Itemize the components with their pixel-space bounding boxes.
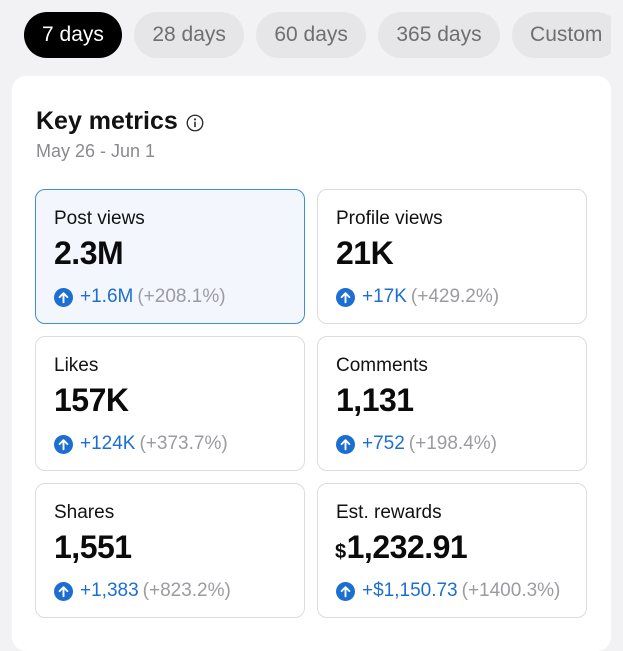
arrow-up-circle-icon	[336, 434, 355, 454]
metric-change: +$1,150.73 (+1400.3%)	[336, 580, 560, 602]
metric-delta: +$1,150.73	[362, 580, 458, 601]
currency-symbol: $	[335, 541, 346, 563]
arrow-up-circle-icon	[54, 287, 73, 307]
metric-delta: +1,383	[80, 580, 139, 601]
metric-change: +752 (+198.4%)	[336, 433, 497, 455]
metric-tile-est-rewards[interactable]: Est. rewards $1,232.91 +$1,150.73 (+1400…	[317, 483, 587, 618]
metric-percent: (+1400.3%)	[461, 580, 561, 601]
metric-value: $1,232.91	[335, 529, 468, 566]
key-metrics-header: Key metrics	[36, 107, 204, 136]
metric-value-number: 157K	[54, 382, 129, 418]
date-range-tabs: 7 days 28 days 60 days 365 days Custom	[24, 12, 611, 60]
metric-label: Post views	[54, 208, 145, 229]
metric-delta: +17K	[362, 286, 407, 307]
metric-change: +1,383 (+823.2%)	[54, 580, 231, 602]
metric-tile-profile-views[interactable]: Profile views 21K +17K (+429.2%)	[317, 189, 587, 324]
metric-label: Likes	[54, 355, 99, 376]
tab-28-days[interactable]: 28 days	[134, 12, 244, 58]
metric-change: +1.6M (+208.1%)	[54, 286, 226, 308]
metric-change: +17K (+429.2%)	[336, 286, 499, 308]
metric-percent: (+823.2%)	[142, 580, 231, 601]
metric-tile-likes[interactable]: Likes 157K +124K (+373.7%)	[35, 336, 305, 471]
metric-value-number: 1,131	[336, 382, 414, 418]
metric-value-number: 2.3M	[54, 235, 124, 271]
metric-value: 2.3M	[53, 235, 124, 272]
metric-label: Comments	[336, 355, 428, 376]
metric-label: Est. rewards	[336, 502, 442, 523]
metric-value-number: 21K	[336, 235, 394, 271]
metric-percent: (+373.7%)	[139, 433, 228, 454]
metric-value: 157K	[53, 382, 129, 419]
arrow-up-circle-icon	[54, 434, 73, 454]
tab-60-days[interactable]: 60 days	[256, 12, 366, 58]
metric-delta: +124K	[80, 433, 136, 454]
key-metrics-card: Key metrics May 26 - Jun 1 Post views 2.…	[12, 76, 611, 651]
metric-delta: +1.6M	[80, 286, 134, 307]
metric-value: 1,551	[53, 529, 132, 566]
tab-7-days[interactable]: 7 days	[24, 12, 122, 58]
metric-delta: +752	[362, 433, 405, 454]
tab-custom[interactable]: Custom	[512, 12, 611, 58]
metric-value-number: 1,551	[54, 529, 132, 565]
metric-tile-comments[interactable]: Comments 1,131 +752 (+198.4%)	[317, 336, 587, 471]
tab-365-days[interactable]: 365 days	[378, 12, 500, 58]
metric-tile-shares[interactable]: Shares 1,551 +1,383 (+823.2%)	[35, 483, 305, 618]
metric-label: Profile views	[336, 208, 443, 229]
metric-percent: (+208.1%)	[137, 286, 226, 307]
metric-tile-post-views[interactable]: Post views 2.3M +1.6M (+208.1%)	[35, 189, 305, 324]
metric-change: +124K (+373.7%)	[54, 433, 228, 455]
arrow-up-circle-icon	[336, 581, 355, 601]
page-title: Key metrics	[36, 107, 178, 135]
metric-label: Shares	[54, 502, 115, 523]
metric-value: 21K	[335, 235, 394, 272]
metric-percent: (+198.4%)	[408, 433, 497, 454]
arrow-up-circle-icon	[54, 581, 73, 601]
metric-percent: (+429.2%)	[410, 286, 500, 307]
date-range-label: May 26 - Jun 1	[36, 141, 156, 161]
info-icon[interactable]	[186, 114, 204, 132]
metric-value-number: 1,232.91	[346, 529, 468, 565]
metric-value: 1,131	[335, 382, 414, 419]
arrow-up-circle-icon	[336, 287, 355, 307]
